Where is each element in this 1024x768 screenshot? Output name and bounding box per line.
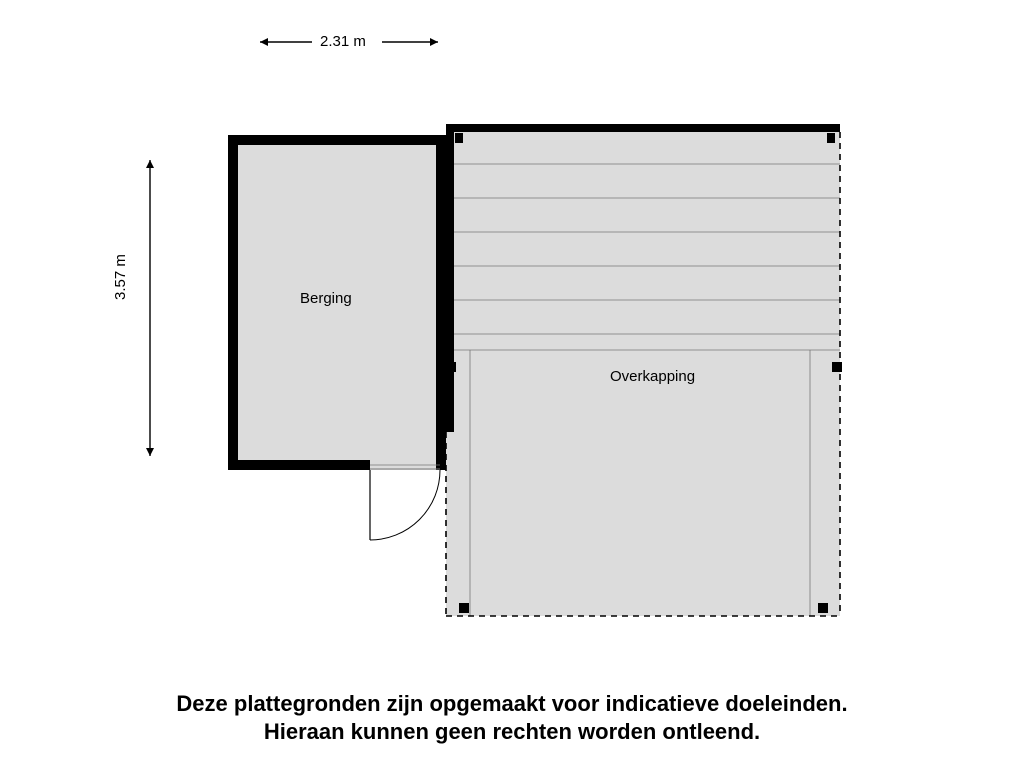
caption-line-1: Deze plattegronden zijn opgemaakt voor i… <box>0 690 1024 718</box>
dimension-label-top: 2.31 m <box>320 33 366 50</box>
dimension-label-left: 3.57 m <box>112 254 129 300</box>
floorplan-canvas: Berging Overkapping 2.31 m 3.57 m Deze p… <box>0 0 1024 768</box>
room-label-berging: Berging <box>300 290 352 307</box>
floorplan-svg <box>0 0 1024 768</box>
caption-line-2: Hieraan kunnen geen rechten worden ontle… <box>0 718 1024 746</box>
room-label-overkapping: Overkapping <box>610 368 695 385</box>
